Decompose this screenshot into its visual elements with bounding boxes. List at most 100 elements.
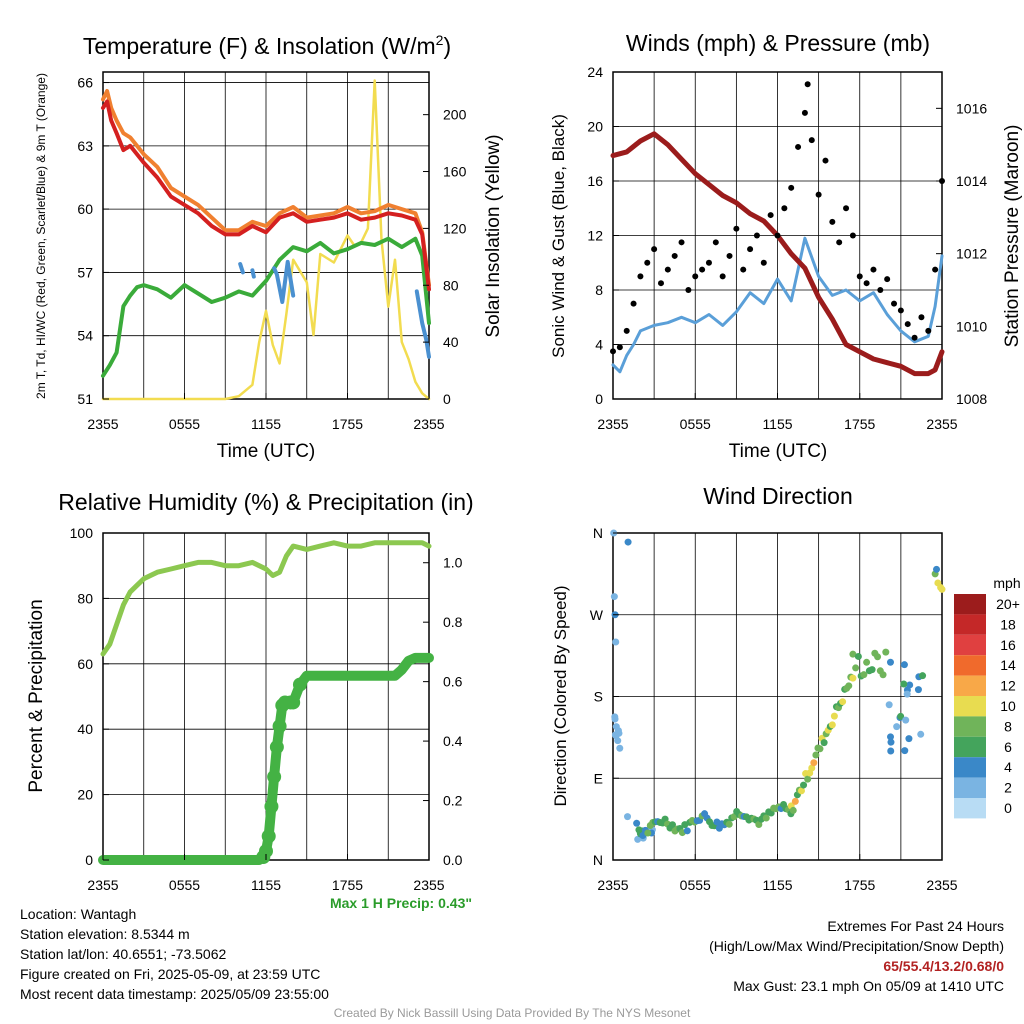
speed-legend: 20+ 18 16 14 12 10 8 6 4 2 0 bbox=[954, 594, 1020, 819]
gust-point bbox=[712, 239, 719, 246]
gust-point bbox=[644, 259, 651, 266]
direction-point bbox=[816, 745, 824, 753]
gust-point bbox=[801, 109, 808, 116]
direction-point bbox=[903, 690, 911, 698]
gust-point bbox=[733, 225, 740, 232]
x-tick-label: 2355 bbox=[413, 877, 444, 893]
precip-point bbox=[286, 695, 301, 710]
gust-point bbox=[904, 321, 911, 328]
y-tick-label-left: 60 bbox=[77, 656, 93, 672]
y-tick-label-left: 100 bbox=[70, 525, 94, 541]
direction-point bbox=[633, 819, 641, 827]
direction-point bbox=[917, 730, 925, 738]
direction-point bbox=[644, 829, 652, 837]
temperature-panel: Temperature (F) & Insolation (W/m2) 2355… bbox=[34, 32, 504, 462]
gust-point bbox=[815, 191, 822, 198]
x-tick-label: 1155 bbox=[762, 416, 792, 432]
direction-point bbox=[933, 565, 941, 573]
direction-point bbox=[849, 674, 857, 682]
y-tick-label-left: 0 bbox=[85, 852, 93, 868]
y-tick-label-left: 63 bbox=[77, 138, 93, 154]
legend-label: 18 bbox=[1000, 616, 1016, 632]
legend-label: 2 bbox=[1004, 780, 1012, 796]
gust-point bbox=[637, 273, 644, 280]
gust-point bbox=[767, 212, 774, 219]
gust-point bbox=[804, 81, 811, 88]
y-tick-label-right: 1014 bbox=[956, 173, 987, 189]
y-tick-label-right: 0.0 bbox=[443, 852, 463, 868]
gust-point bbox=[808, 137, 815, 144]
y-tick-label-left: 20 bbox=[77, 787, 93, 803]
gust-point bbox=[685, 287, 692, 293]
legend-swatch bbox=[954, 655, 986, 676]
temperature-xlabel: Time (UTC) bbox=[217, 441, 316, 462]
legend-label: 12 bbox=[1000, 678, 1016, 694]
y-tick-label-right: 160 bbox=[443, 164, 467, 180]
direction-point bbox=[887, 738, 895, 746]
direction-point bbox=[854, 652, 862, 660]
y-tick-label-right: 0.4 bbox=[443, 733, 463, 749]
precip-point bbox=[292, 677, 307, 692]
gust-point bbox=[678, 239, 685, 246]
direction-point bbox=[860, 671, 868, 679]
direction-point bbox=[938, 585, 946, 593]
legend-swatch bbox=[954, 634, 986, 656]
direction-point bbox=[624, 813, 632, 821]
gust-point bbox=[836, 239, 843, 246]
direction-point bbox=[868, 666, 876, 674]
gust-point bbox=[849, 232, 856, 239]
legend-label: 0 bbox=[1004, 800, 1012, 816]
gust-point bbox=[692, 273, 699, 280]
direction-point bbox=[810, 759, 818, 767]
dewpoint-line bbox=[101, 236, 431, 378]
legend-swatch bbox=[954, 594, 986, 615]
gust-point bbox=[781, 205, 788, 212]
direction-point bbox=[830, 712, 838, 720]
station-location: Location: Wantagh bbox=[20, 906, 137, 922]
direction-point bbox=[612, 723, 620, 731]
gust-point bbox=[671, 252, 678, 259]
gust-point bbox=[753, 232, 760, 239]
legend-label: 14 bbox=[1000, 657, 1016, 673]
extremes-legend: (High/Low/Max Wind/Precipitation/Snow De… bbox=[709, 938, 1004, 954]
y-tick-label-left: N bbox=[593, 525, 603, 541]
direction-point bbox=[616, 744, 624, 752]
direction-panel-title: Wind Direction bbox=[703, 483, 853, 509]
gust-point bbox=[623, 327, 630, 334]
x-tick-label: 1755 bbox=[332, 877, 363, 893]
temperature-ylabel-left: 2m T, Td, HI/WC (Red, Green, Scarlet/Blu… bbox=[34, 73, 48, 399]
gust-point bbox=[726, 252, 733, 259]
gust-point bbox=[829, 218, 836, 225]
direction-point bbox=[879, 671, 887, 679]
temperature-axes: 2355 0555 1155 1755 2355 51 54 57 60 63 66 0 40 80 120… bbox=[77, 75, 466, 432]
gust-point bbox=[843, 205, 850, 212]
station-latlon: Station lat/lon: 40.6551; -73.5062 bbox=[20, 946, 227, 962]
direction-point bbox=[612, 732, 620, 740]
direction-point bbox=[906, 681, 914, 689]
direction-grid bbox=[612, 533, 943, 860]
humidity-panel: Relative Humidity (%) & Precipitation (i… bbox=[26, 489, 474, 893]
x-tick-label: 2355 bbox=[413, 416, 444, 432]
y-tick-label-left: 40 bbox=[77, 721, 93, 737]
direction-point bbox=[668, 821, 676, 829]
direction-point bbox=[634, 835, 642, 843]
windchill-segment bbox=[238, 262, 245, 275]
extremes-heading: Extremes For Past 24 Hours bbox=[827, 918, 1004, 934]
legend-label: 20+ bbox=[996, 596, 1020, 612]
gust-point bbox=[651, 246, 658, 253]
y-tick-label-right: 0.8 bbox=[443, 614, 463, 630]
direction-point bbox=[886, 658, 894, 666]
credit-line: Created By Nick Bassill Using Data Provi… bbox=[333, 1006, 691, 1020]
legend-swatch bbox=[954, 736, 986, 758]
y-tick-label-right: 1016 bbox=[956, 100, 987, 116]
direction-point bbox=[919, 672, 927, 680]
direction-point bbox=[852, 664, 860, 672]
winds-panel-title: Winds (mph) & Pressure (mb) bbox=[626, 30, 930, 56]
sonic-wind-line bbox=[611, 236, 944, 374]
humidity-series bbox=[98, 540, 434, 865]
x-tick-label: 2355 bbox=[926, 877, 957, 893]
y-tick-label-right: 200 bbox=[443, 107, 467, 123]
direction-point bbox=[905, 735, 913, 743]
x-tick-label: 2355 bbox=[597, 416, 628, 432]
